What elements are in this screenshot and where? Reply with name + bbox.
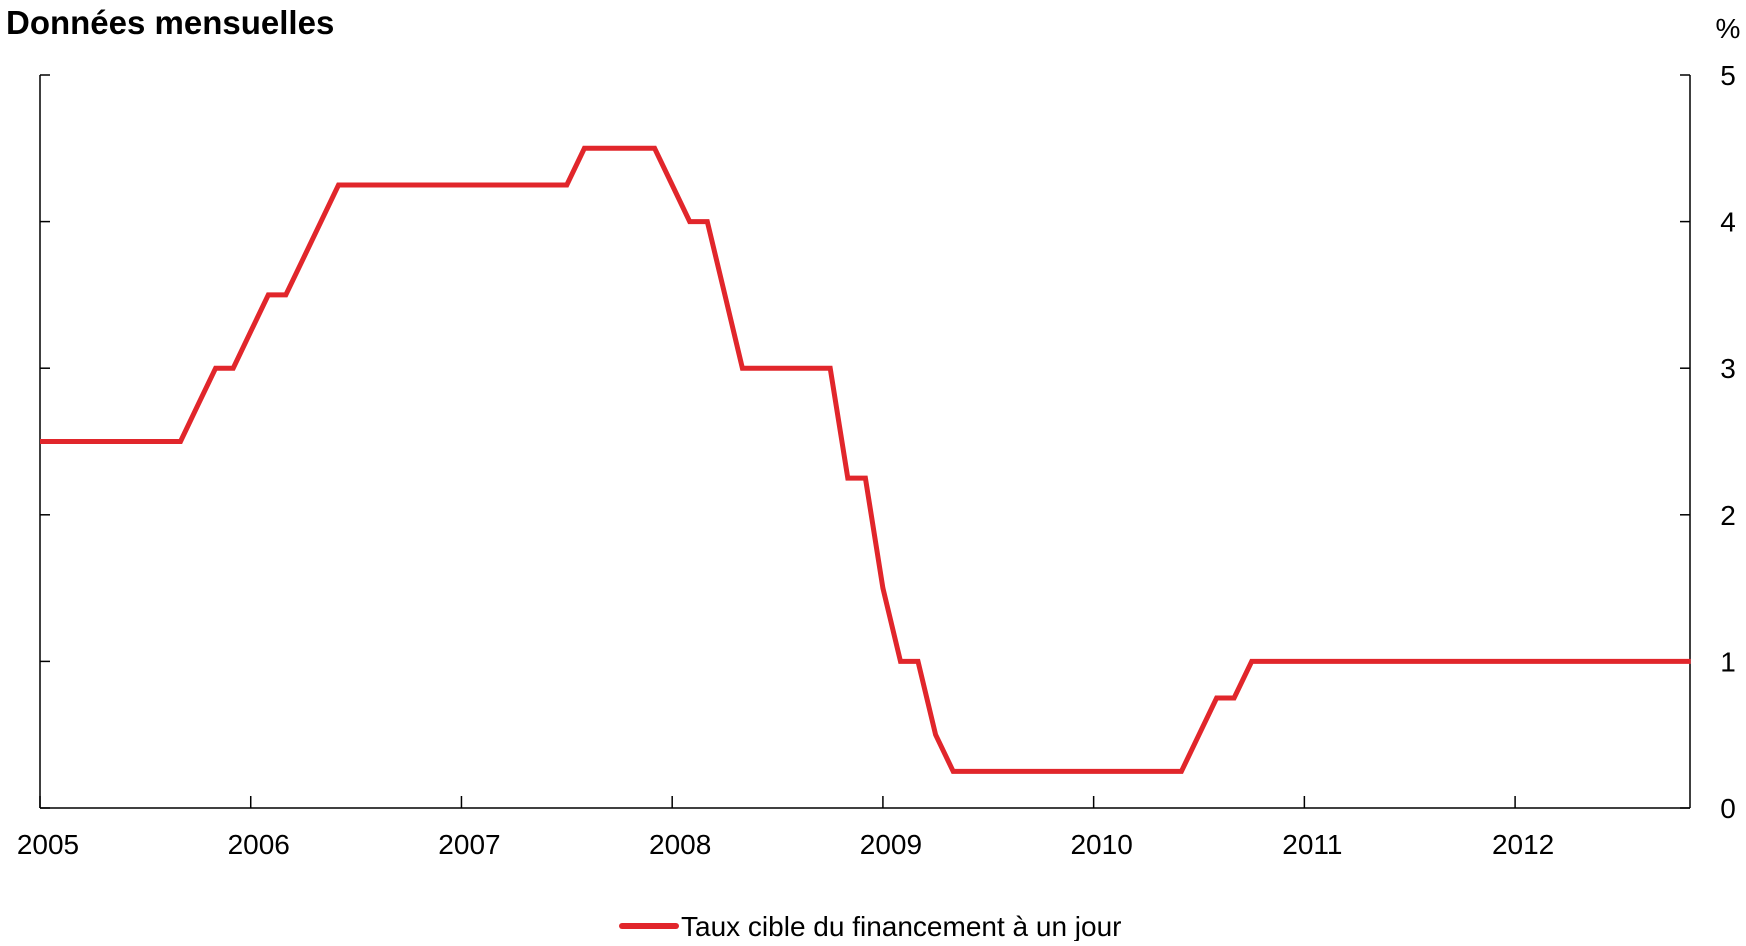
y-tick-label: 1 bbox=[1720, 646, 1736, 677]
x-tick-label: 2008 bbox=[649, 829, 711, 860]
y-tick-label: 3 bbox=[1720, 353, 1736, 384]
y-tick-label: 2 bbox=[1720, 500, 1736, 531]
x-tick-label: 2009 bbox=[860, 829, 922, 860]
chart-title: Données mensuelles bbox=[6, 4, 334, 41]
y-tick-label: 5 bbox=[1720, 60, 1736, 91]
x-tick-label: 2005 bbox=[17, 829, 79, 860]
x-axis-ticks: 2005 2006 2007 2008 2009 2010 2011 2012 bbox=[17, 796, 1554, 860]
axes bbox=[39, 75, 1691, 809]
x-tick-label: 2011 bbox=[1282, 829, 1342, 860]
x-tick-label: 2006 bbox=[228, 829, 290, 860]
y-tick-label: 0 bbox=[1720, 793, 1736, 824]
legend: Taux cible du financement à un jour bbox=[619, 911, 1122, 942]
y-tick-label: 4 bbox=[1720, 207, 1736, 238]
series-lines bbox=[40, 145, 1691, 774]
legend-label-series: Taux cible du financement à un jour bbox=[681, 911, 1122, 941]
x-tick-label: 2010 bbox=[1070, 829, 1132, 860]
y-axis-unit-label: % bbox=[1716, 13, 1741, 44]
y-axis-ticks: 0 1 2 3 4 5 bbox=[40, 60, 1736, 824]
x-tick-label: 2012 bbox=[1492, 829, 1554, 860]
series-line bbox=[40, 145, 1691, 774]
x-tick-label: 2007 bbox=[438, 829, 500, 860]
